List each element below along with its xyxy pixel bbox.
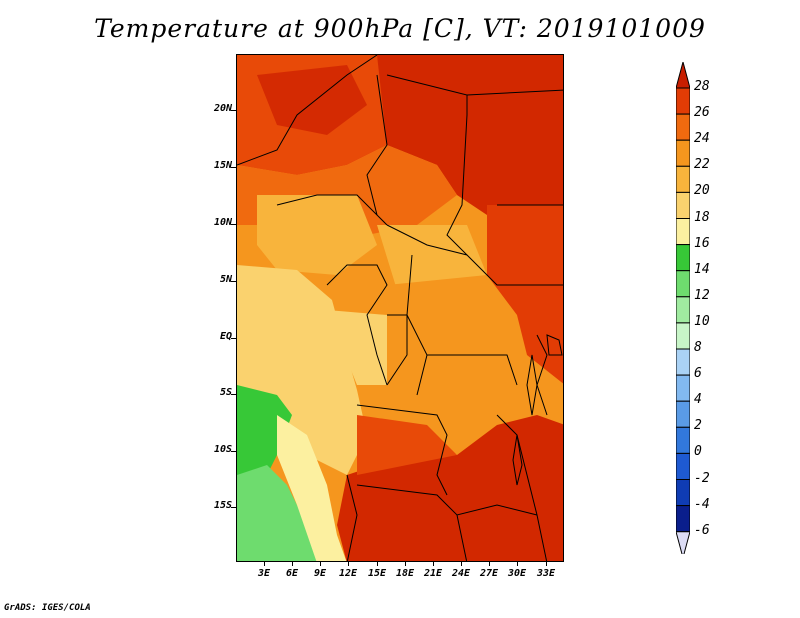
colorbar-cap-top <box>675 60 691 89</box>
lon-tick <box>320 562 321 566</box>
colorbar-label: 22 <box>694 157 710 173</box>
lon-tick <box>461 562 462 566</box>
field-east-warm <box>487 205 563 384</box>
field-angola-warm <box>357 415 457 475</box>
lon-tick <box>292 562 293 566</box>
lon-tick <box>433 562 434 566</box>
lat-label: 15N <box>213 160 232 171</box>
colorbar-cell <box>675 87 691 115</box>
field-gabon <box>327 310 387 385</box>
colorbar-label: 12 <box>694 287 710 303</box>
colorbar-label: 4 <box>694 392 702 408</box>
colorbar-cell <box>675 426 691 454</box>
colorbar-label: 0 <box>694 444 702 460</box>
colorbar-cell <box>675 296 691 324</box>
lat-label: 5S <box>219 387 232 398</box>
field-coastal-cool <box>277 415 347 561</box>
lat-label: 10S <box>213 444 232 455</box>
lat-label: 15S <box>213 500 232 511</box>
colorbar-label: 26 <box>694 105 710 121</box>
lat-tick <box>231 394 236 395</box>
colorbar-cell <box>675 270 691 298</box>
colorbar-label: 18 <box>694 209 710 225</box>
lon-tick <box>348 562 349 566</box>
colorbar-cell <box>675 348 691 376</box>
colorbar-label: 10 <box>694 313 710 329</box>
colorbar-label: 16 <box>694 235 710 251</box>
colorbar-label: 2 <box>694 418 702 434</box>
lat-label: 10N <box>213 217 232 228</box>
lon-label: 33E <box>536 568 556 579</box>
lat-label: EQ <box>219 331 232 342</box>
lat-tick <box>231 507 236 508</box>
lon-tick <box>405 562 406 566</box>
lon-tick <box>377 562 378 566</box>
colorbar-label: -2 <box>694 470 710 486</box>
lat-tick <box>231 338 236 339</box>
lon-label: 12E <box>338 568 358 579</box>
lon-label: 9E <box>313 568 327 579</box>
temperature-field <box>237 55 563 561</box>
lon-label: 15E <box>367 568 387 579</box>
colorbar-cell <box>675 505 691 533</box>
colorbar-label: 24 <box>694 131 710 147</box>
lon-label: 18E <box>395 568 415 579</box>
lat-label: 5N <box>219 274 232 285</box>
lon-label: 27E <box>479 568 499 579</box>
lon-tick <box>517 562 518 566</box>
field-south-hot <box>337 415 563 561</box>
lon-label: 30E <box>507 568 527 579</box>
colorbar-cap-bottom <box>675 531 691 560</box>
lon-label: 21E <box>423 568 443 579</box>
colorbar-cell <box>675 374 691 402</box>
lon-tick <box>546 562 547 566</box>
colorbar-cell <box>675 400 691 428</box>
colorbar-label: -6 <box>694 522 710 538</box>
colorbar-label: 14 <box>694 261 710 277</box>
colorbar-cell <box>675 479 691 507</box>
colorbar-cell <box>675 139 691 167</box>
colorbar-label: 6 <box>694 366 702 382</box>
lon-label: 24E <box>451 568 471 579</box>
lon-tick <box>264 562 265 566</box>
lat-tick <box>231 167 236 168</box>
colorbar-label: 28 <box>694 79 710 94</box>
colorbar-cell <box>675 165 691 193</box>
lat-tick <box>231 451 236 452</box>
field-west-africa <box>257 195 377 275</box>
lat-tick <box>231 281 236 282</box>
country-borders <box>237 55 563 561</box>
temperature-map <box>236 54 564 562</box>
colorbar <box>675 60 691 560</box>
lat-label: 20N <box>213 103 232 114</box>
colorbar-cell <box>675 322 691 350</box>
colorbar-label: -4 <box>694 496 710 512</box>
colorbar-cell <box>675 191 691 219</box>
lon-label: 6E <box>285 568 299 579</box>
colorbar-cell <box>675 218 691 246</box>
lakes <box>512 334 563 486</box>
chart-title: Temperature at 900hPa [C], VT: 201910100… <box>94 14 706 43</box>
colorbar-cell <box>675 244 691 272</box>
colorbar-swatches <box>675 60 691 560</box>
colorbar-cell <box>675 113 691 141</box>
field-atlantic-lightgreen <box>237 465 317 561</box>
colorbar-cell <box>675 452 691 480</box>
grads-credit: GrADS: IGES/COLA <box>4 603 91 613</box>
lat-tick <box>231 224 236 225</box>
lon-tick <box>489 562 490 566</box>
colorbar-label: 20 <box>694 183 710 199</box>
lat-tick <box>231 110 236 111</box>
colorbar-label: 8 <box>694 340 702 355</box>
field-nw-hot-patch <box>257 65 367 135</box>
lon-label: 3E <box>257 568 271 579</box>
